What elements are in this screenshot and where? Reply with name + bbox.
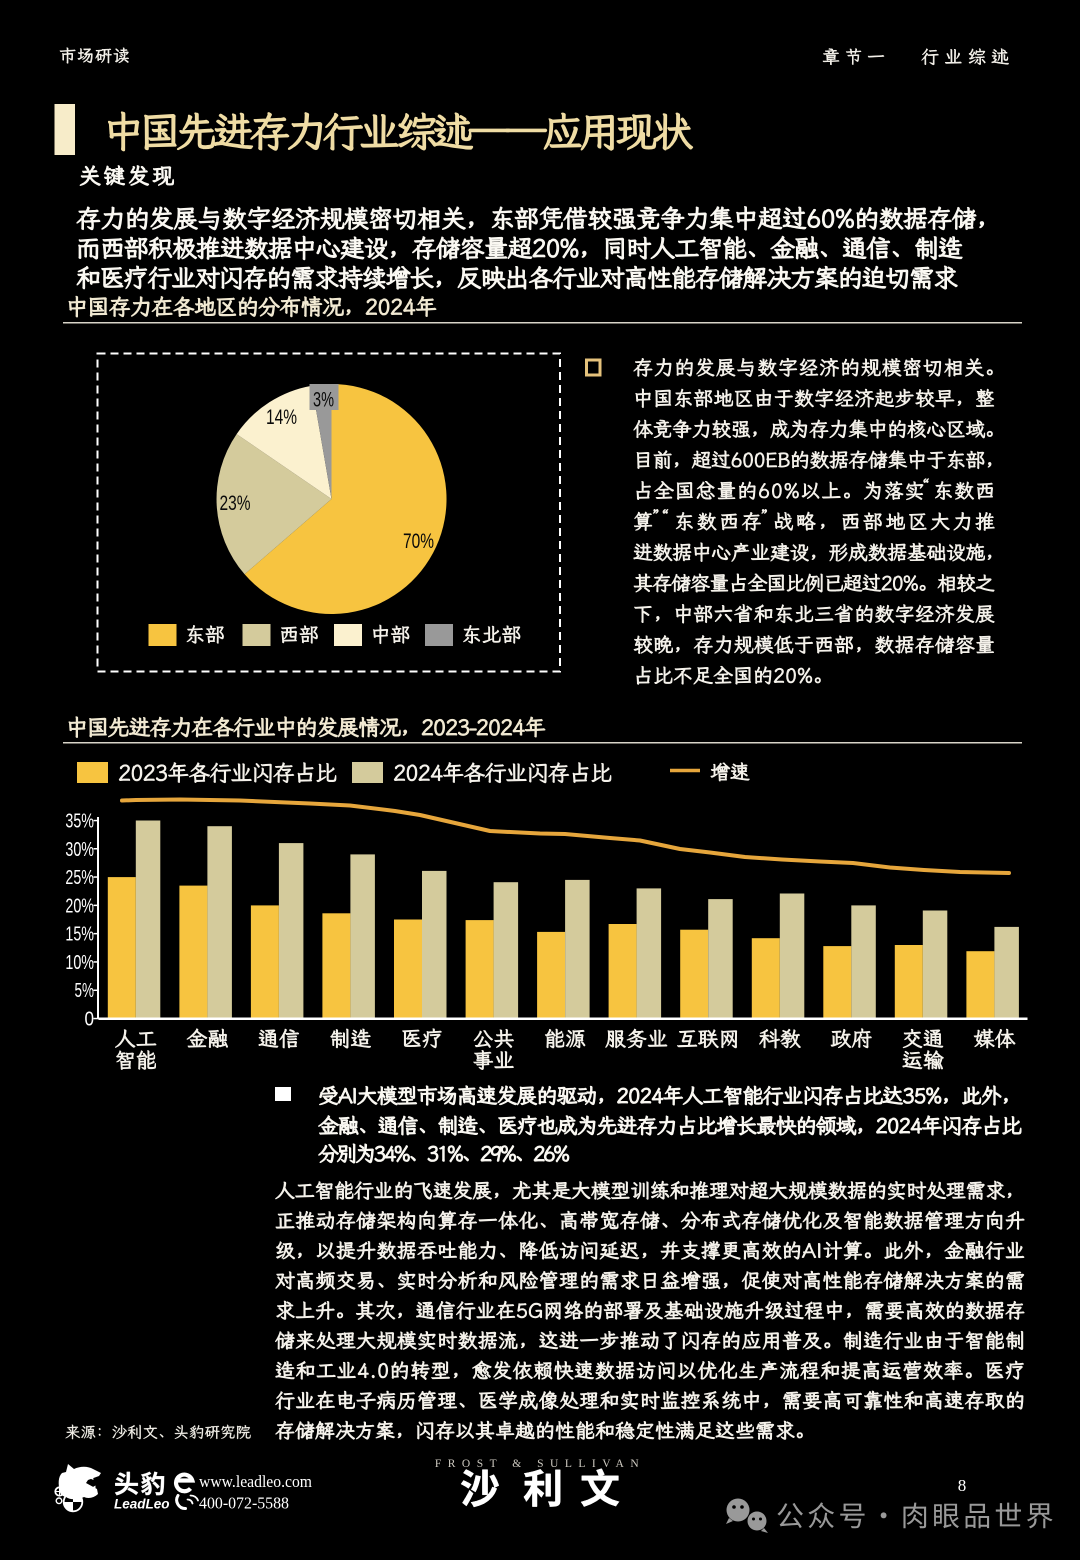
- svg-text:25%: 25%: [65, 867, 94, 889]
- svg-text:15%: 15%: [65, 924, 94, 946]
- svg-text:LeadLeo: LeadLeo: [114, 1497, 170, 1512]
- svg-text:30%: 30%: [65, 839, 94, 861]
- svg-text:14%: 14%: [266, 406, 297, 429]
- svg-text:FROST & SULLIVAN: FROST & SULLIVAN: [435, 1458, 645, 1470]
- svg-text:400-072-5588: 400-072-5588: [199, 1494, 289, 1513]
- svg-text:5%: 5%: [75, 980, 95, 1002]
- svg-text:3%: 3%: [313, 389, 334, 412]
- svg-text:70%: 70%: [403, 530, 434, 553]
- svg-text:8: 8: [958, 1476, 967, 1495]
- svg-text:20%: 20%: [65, 895, 94, 917]
- svg-text:www.leadleo.com: www.leadleo.com: [199, 1472, 312, 1491]
- svg-text:35%: 35%: [65, 811, 94, 833]
- svg-text:0: 0: [85, 1009, 95, 1031]
- svg-text:10%: 10%: [65, 952, 94, 974]
- svg-text:23%: 23%: [220, 492, 251, 515]
